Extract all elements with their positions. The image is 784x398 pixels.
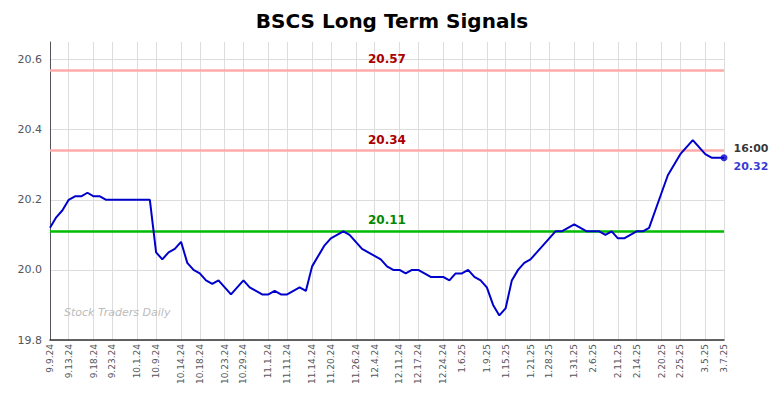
svg-text:12.4.24: 12.4.24 (370, 344, 380, 379)
svg-text:10.18.24: 10.18.24 (195, 344, 205, 384)
svg-text:2.14.25: 2.14.25 (632, 344, 642, 378)
svg-text:20.57: 20.57 (368, 52, 406, 66)
svg-text:1.15.25: 1.15.25 (501, 344, 511, 378)
svg-text:9.23.24: 9.23.24 (107, 344, 117, 379)
svg-text:10.1.24: 10.1.24 (132, 344, 142, 379)
svg-text:1.31.25: 1.31.25 (569, 344, 579, 378)
svg-text:2.6.25: 2.6.25 (588, 344, 598, 373)
svg-text:11.26.24: 11.26.24 (351, 344, 361, 384)
svg-text:2.11.25: 2.11.25 (613, 344, 623, 378)
svg-text:3.5.25: 3.5.25 (700, 344, 710, 373)
svg-text:9.9.24: 9.9.24 (45, 344, 55, 373)
svg-text:20.6: 20.6 (18, 53, 43, 66)
svg-text:1.9.25: 1.9.25 (482, 344, 492, 373)
svg-text:11.14.24: 11.14.24 (307, 344, 317, 384)
svg-text:BSCS Long Term Signals: BSCS Long Term Signals (256, 9, 528, 33)
svg-text:12.11.24: 12.11.24 (394, 344, 404, 384)
svg-text:20.34: 20.34 (368, 133, 406, 147)
svg-text:3.7.25: 3.7.25 (719, 344, 729, 373)
svg-text:20.2: 20.2 (18, 193, 43, 206)
svg-text:9.13.24: 9.13.24 (64, 344, 74, 379)
svg-text:2.20.25: 2.20.25 (657, 344, 667, 378)
svg-text:20.4: 20.4 (18, 123, 43, 136)
svg-text:12.17.24: 12.17.24 (413, 344, 423, 384)
svg-text:11.20.24: 11.20.24 (326, 344, 336, 384)
svg-text:10.23.24: 10.23.24 (220, 344, 230, 384)
svg-text:12.24.24: 12.24.24 (438, 344, 448, 384)
svg-text:2.25.25: 2.25.25 (675, 344, 685, 378)
svg-text:11.1.24: 11.1.24 (263, 344, 273, 379)
svg-text:11.11.24: 11.11.24 (282, 344, 292, 384)
svg-text:10.14.24: 10.14.24 (176, 344, 186, 384)
svg-text:10.9.24: 10.9.24 (151, 344, 161, 379)
svg-text:20.32: 20.32 (734, 160, 769, 173)
svg-text:1.21.25: 1.21.25 (526, 344, 536, 378)
svg-text:16:00: 16:00 (734, 142, 769, 155)
svg-text:10.29.24: 10.29.24 (238, 344, 248, 384)
svg-text:1.6.25: 1.6.25 (457, 344, 467, 373)
svg-text:1.28.25: 1.28.25 (544, 344, 554, 378)
svg-text:Stock Traders Daily: Stock Traders Daily (64, 306, 171, 319)
svg-text:9.18.24: 9.18.24 (89, 344, 99, 379)
svg-text:19.8: 19.8 (18, 334, 43, 347)
svg-text:20.0: 20.0 (18, 263, 43, 276)
svg-text:20.11: 20.11 (368, 213, 406, 227)
